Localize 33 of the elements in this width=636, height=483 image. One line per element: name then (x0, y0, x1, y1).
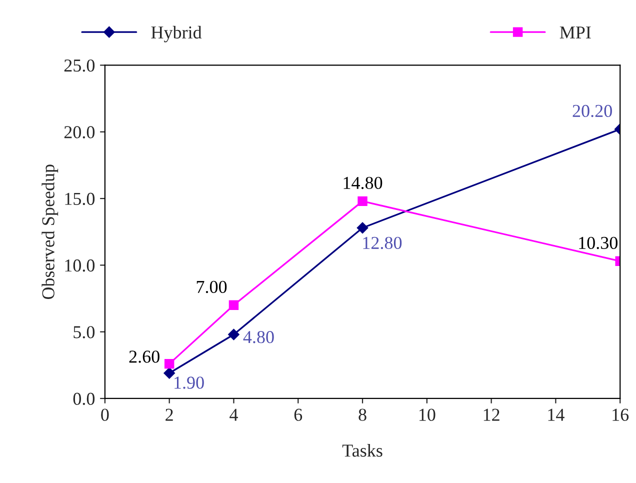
y-tick-label: 0.0 (73, 392, 95, 405)
x-tick-label: 2 (166, 408, 173, 421)
data-label: 10.30 (579, 236, 618, 250)
x-tick-label: 12 (484, 408, 500, 421)
legend-label: Hybrid (151, 26, 202, 42)
data-label: 4.80 (243, 330, 274, 344)
data-label: 12.80 (363, 236, 402, 250)
legend-label: MPI (560, 26, 591, 38)
y-tick-label: 5.0 (74, 326, 95, 338)
y-tick-label: 20.0 (64, 126, 95, 138)
x-tick-label: 6 (294, 408, 302, 421)
data-label: 2.60 (129, 350, 160, 363)
data-label: 20.20 (572, 104, 612, 118)
point (228, 328, 240, 340)
data-label: 1.90 (174, 376, 204, 389)
y-tick-label: 25.0 (64, 59, 95, 72)
x-tick-label: 0 (101, 408, 109, 421)
x-tick-label: 4 (230, 408, 238, 421)
x-tick-label: 8 (358, 408, 366, 421)
y-axis-title: Observed Speedup (42, 164, 58, 300)
point (228, 300, 239, 310)
data-label: 14.80 (344, 176, 382, 190)
x-tick-label: 16 (612, 408, 629, 421)
y-tick-label: 15.0 (65, 192, 95, 206)
data-label: 7.00 (196, 280, 227, 294)
x-tick-label: 10 (419, 408, 436, 421)
y-tick-label: 10.0 (65, 259, 95, 272)
point (356, 222, 368, 234)
x-axis-title: Tasks (342, 444, 382, 457)
point (358, 196, 368, 206)
point (164, 368, 175, 379)
x-tick-label: 14 (548, 408, 564, 421)
point (164, 358, 174, 369)
